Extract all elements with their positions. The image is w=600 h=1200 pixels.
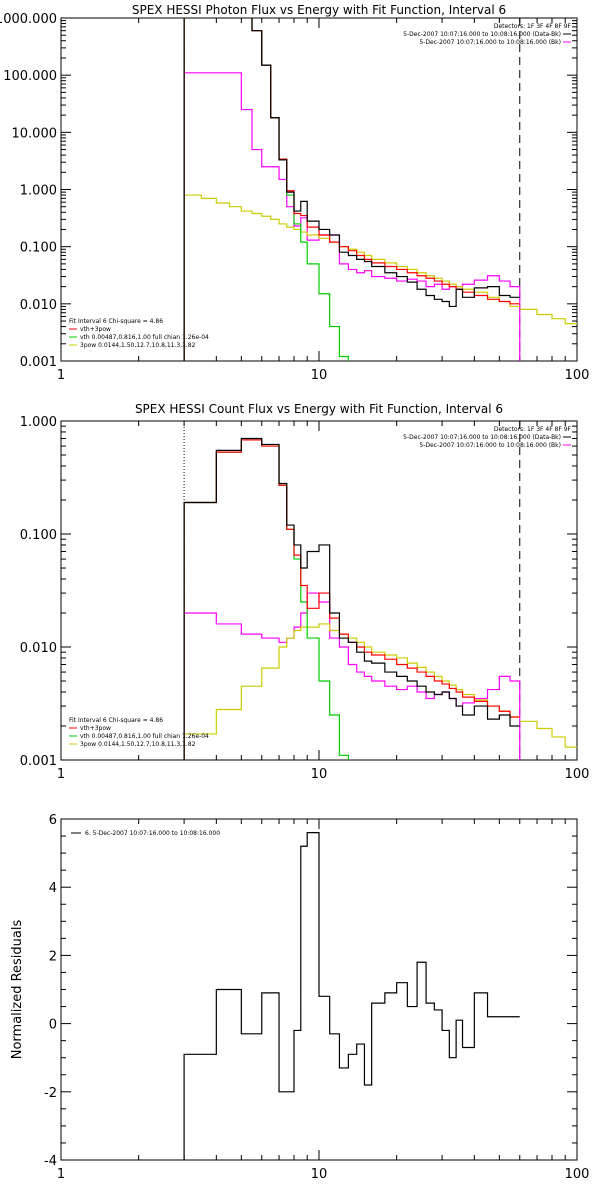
chart-panel-3: 1 10 100 -4 -2 0 2 4 6 Normalized Residuals 6. 5-D…: [10, 813, 590, 1182]
plot-area: [183, 18, 577, 361]
chart-title: SPEX HESSI Count Flux vs Energy with Fit…: [135, 402, 503, 416]
legend-residual-label: 6. 5-Dec-2007 10:07:16.000 to 10:08:16.0…: [85, 830, 220, 837]
legend-detectors: Detectors: 1F 3F 4F 8F 9F: [494, 426, 572, 433]
x-tick-label: 1: [57, 1167, 65, 1182]
y-tick-label: -4: [44, 1154, 57, 1169]
x-tick-label: 1: [57, 368, 65, 383]
y-tick-label: 0.100: [20, 241, 57, 256]
y-tick-label: 0.001: [20, 754, 57, 769]
chart-panel-1: SPEX HESSI Photon Flux vs Energy with Fi…: [0, 3, 590, 383]
x-tick-label: 10: [311, 767, 328, 782]
y-tick-label: 0: [49, 1018, 57, 1033]
x-tick-label: 100: [565, 368, 590, 383]
x-tick-label: 10: [311, 1167, 328, 1182]
series-vth-line: [183, 18, 349, 361]
y-tick-label: 1.000: [20, 184, 57, 199]
series-background-line: [183, 592, 521, 760]
y-tick-label: 6: [49, 813, 57, 828]
legend-data-label: 5-Dec-2007 10:07:16.000 to 10:08:16.000 …: [403, 31, 561, 38]
legend-fit-label: 3pow 0.0144,1.50,12.7,10.8,11.3,1.82: [80, 741, 196, 748]
legend-fit-label: vth+3pow: [80, 326, 111, 333]
series-3pow-tail: [519, 308, 577, 325]
legend-fit-label: vth+3pow: [80, 725, 111, 732]
series-data-line: [183, 18, 520, 361]
series-background-line: [183, 72, 521, 361]
y-axis-label: Normalized Residuals: [10, 920, 25, 1060]
y-tick-label: 0.010: [20, 641, 57, 656]
series-3pow-line: [183, 623, 520, 760]
series-3pow-line: [183, 194, 520, 361]
series-vth-line: [183, 439, 349, 760]
plot-area: [183, 832, 520, 1160]
y-tick-label: 0.100: [20, 528, 57, 543]
plot-frame: [60, 17, 578, 362]
legend-data-label: 5-Dec-2007 10:07:16.000 to 10:08:16.000 …: [403, 434, 561, 441]
y-tick-label: 2: [49, 949, 57, 964]
series-vth_3pow-line: [183, 18, 520, 361]
plot-area: [183, 421, 577, 760]
series-residuals-line: [183, 832, 520, 1160]
y-tick-label: 4: [49, 881, 57, 896]
y-tick-label: 10.000: [12, 126, 58, 141]
x-tick-label: 10: [311, 368, 328, 383]
legend-fit-header: Fit Interval 6 Chi-square = 4.86: [69, 318, 163, 325]
x-tick-label: 100: [565, 767, 590, 782]
x-tick-label: 1: [57, 767, 65, 782]
y-tick-label: 100.000: [3, 69, 57, 84]
legend-detectors: Detectors: 1F 3F 4F 8F 9F: [494, 23, 572, 30]
series-3pow-tail: [519, 720, 577, 748]
y-tick-label: 0.010: [20, 298, 57, 313]
legend-bk-label: 5-Dec-2007 10:07:16.000 to 10:08:16.000 …: [419, 39, 561, 46]
legend-fit-label: vth 0.00487,0.816,1.00 full chian 1.26e-…: [80, 334, 209, 341]
x-tick-label: 100: [565, 1167, 590, 1182]
y-tick-label: 0.001: [20, 355, 57, 370]
series-vth_3pow-line: [183, 439, 520, 760]
legend-fit-label: 3pow 0.0144,1.50,12.7,10.8,11.3,1.82: [80, 342, 196, 349]
chart-panel-2: SPEX HESSI Count Flux vs Energy with Fit…: [20, 402, 590, 782]
chart-title: SPEX HESSI Photon Flux vs Energy with Fi…: [132, 3, 506, 17]
legend-bk-label: 5-Dec-2007 10:07:16.000 to 10:08:16.000 …: [419, 442, 561, 449]
y-tick-label: 1000.000: [0, 12, 57, 27]
legend-fit-header: Fit Interval 6 Chi-square = 4.86: [69, 717, 163, 724]
series-data-line: [183, 437, 520, 760]
legend-fit-label: vth 0.00487,0.816,1.00 full chian 1.26e-…: [80, 733, 209, 740]
y-tick-label: 1.000: [20, 415, 57, 430]
y-tick-label: -2: [44, 1086, 57, 1101]
